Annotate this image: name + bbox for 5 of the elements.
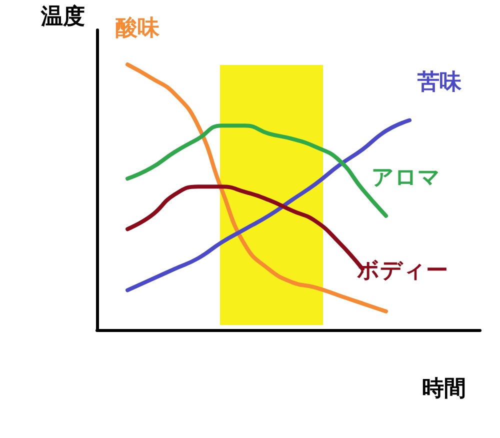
- series-label: 酸味: [116, 16, 161, 42]
- series-label: アロマ: [372, 165, 441, 190]
- x-axis-title: 時間: [422, 376, 466, 402]
- y-axis-title: 温度: [40, 4, 85, 30]
- series-label: 苦味: [416, 70, 463, 95]
